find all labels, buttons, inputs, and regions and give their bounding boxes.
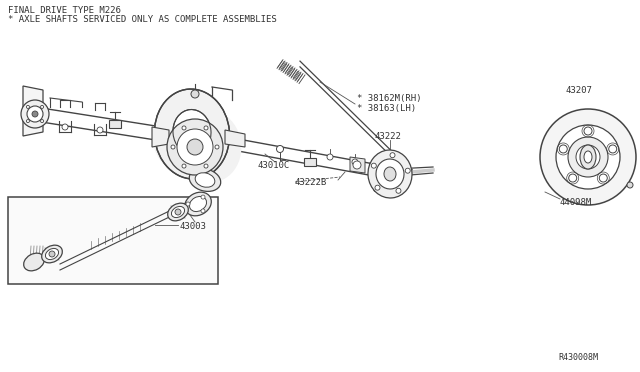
Circle shape [215, 145, 219, 149]
Circle shape [582, 151, 594, 163]
Circle shape [175, 209, 181, 215]
Circle shape [49, 251, 55, 257]
Polygon shape [350, 157, 365, 173]
Circle shape [167, 119, 223, 175]
Circle shape [627, 182, 633, 188]
Text: 43222: 43222 [375, 131, 402, 141]
Circle shape [584, 127, 592, 135]
Circle shape [405, 168, 410, 173]
Text: * AXLE SHAFTS SERVICED ONLY AS COMPLETE ASSEMBLIES: * AXLE SHAFTS SERVICED ONLY AS COMPLETE … [8, 15, 276, 23]
Ellipse shape [24, 253, 44, 271]
Text: R430008M: R430008M [558, 353, 598, 362]
Ellipse shape [584, 151, 592, 163]
Ellipse shape [189, 169, 221, 192]
Circle shape [21, 100, 49, 128]
Polygon shape [225, 130, 245, 147]
Ellipse shape [384, 167, 396, 181]
Circle shape [201, 195, 205, 199]
Polygon shape [23, 86, 43, 136]
Bar [109, 120, 121, 128]
Circle shape [390, 153, 395, 158]
Circle shape [371, 163, 376, 168]
Circle shape [569, 174, 577, 182]
Text: * 38163(LH): * 38163(LH) [357, 103, 416, 112]
Ellipse shape [172, 206, 184, 218]
Circle shape [559, 145, 567, 153]
Circle shape [26, 105, 29, 108]
Circle shape [568, 137, 608, 177]
Text: 44098M: 44098M [560, 198, 592, 206]
Circle shape [396, 188, 401, 193]
Circle shape [186, 202, 190, 206]
Circle shape [26, 119, 29, 122]
Circle shape [187, 139, 203, 155]
Ellipse shape [189, 196, 207, 212]
Ellipse shape [195, 173, 215, 187]
Circle shape [177, 129, 213, 165]
Circle shape [201, 209, 205, 213]
Text: 43010C: 43010C [258, 160, 291, 170]
Ellipse shape [154, 89, 230, 179]
Circle shape [40, 119, 44, 122]
Circle shape [352, 159, 358, 165]
Circle shape [276, 145, 284, 153]
Ellipse shape [45, 248, 58, 260]
Circle shape [171, 145, 175, 149]
Text: FINAL DRIVE TYPE M226: FINAL DRIVE TYPE M226 [8, 6, 121, 15]
Circle shape [182, 164, 186, 168]
Ellipse shape [580, 145, 596, 169]
Circle shape [40, 105, 44, 108]
Bar [8, 197, 218, 284]
Circle shape [204, 126, 208, 130]
Circle shape [540, 109, 636, 205]
Circle shape [97, 127, 103, 133]
Ellipse shape [168, 203, 188, 221]
Circle shape [375, 185, 380, 190]
Circle shape [62, 124, 68, 130]
Text: * 38162M(RH): * 38162M(RH) [357, 93, 422, 103]
Polygon shape [152, 127, 169, 147]
Circle shape [609, 145, 617, 153]
Circle shape [556, 125, 620, 189]
Circle shape [327, 154, 333, 160]
Bar [304, 158, 316, 166]
Circle shape [576, 145, 600, 169]
Circle shape [27, 106, 43, 122]
Circle shape [204, 164, 208, 168]
Circle shape [353, 161, 361, 169]
Text: 43003: 43003 [180, 221, 207, 231]
Ellipse shape [42, 245, 62, 263]
Polygon shape [152, 102, 241, 183]
Ellipse shape [376, 159, 404, 189]
Circle shape [182, 126, 186, 130]
Ellipse shape [185, 192, 211, 216]
Circle shape [599, 174, 607, 182]
Text: 43207: 43207 [566, 86, 593, 94]
Ellipse shape [368, 150, 412, 198]
Ellipse shape [173, 109, 211, 154]
Text: 43222B: 43222B [295, 177, 327, 186]
Circle shape [191, 90, 199, 98]
Circle shape [32, 111, 38, 117]
